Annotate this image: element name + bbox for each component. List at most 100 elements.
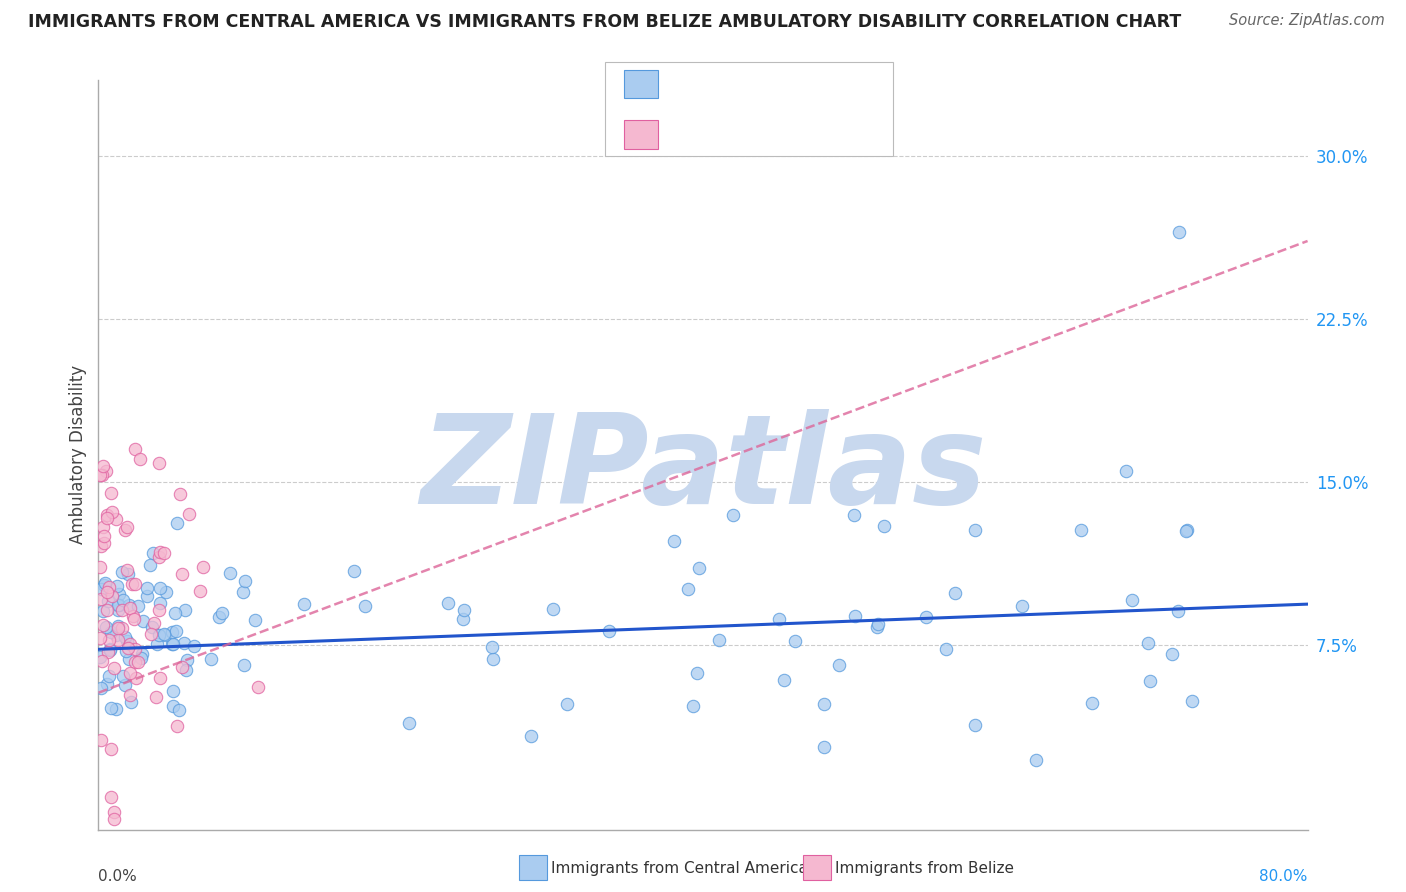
Point bbox=[247, 680, 270, 694]
Point bbox=[828, 657, 851, 672]
Point bbox=[153, 628, 176, 642]
Point bbox=[436, 596, 458, 610]
Point bbox=[107, 598, 129, 612]
Point bbox=[398, 715, 420, 730]
Point bbox=[117, 566, 139, 581]
Point bbox=[91, 459, 114, 474]
Text: 121: 121 bbox=[775, 75, 807, 93]
Point bbox=[111, 669, 134, 683]
Point bbox=[813, 739, 835, 754]
Point bbox=[873, 518, 896, 533]
Point bbox=[167, 702, 190, 716]
Point bbox=[114, 523, 136, 537]
Point bbox=[91, 468, 114, 483]
Point bbox=[120, 688, 142, 702]
Point bbox=[120, 695, 142, 709]
Point bbox=[166, 624, 188, 638]
Text: 0.140: 0.140 bbox=[693, 126, 741, 144]
Point bbox=[96, 585, 118, 599]
Point bbox=[94, 619, 117, 633]
Point bbox=[94, 464, 117, 478]
Point bbox=[688, 561, 710, 575]
Text: N =: N = bbox=[737, 126, 785, 144]
Point bbox=[343, 564, 366, 578]
Point bbox=[163, 606, 186, 620]
Point bbox=[773, 673, 796, 688]
Point bbox=[139, 627, 162, 641]
Point bbox=[160, 625, 183, 640]
Point bbox=[139, 558, 162, 572]
Point bbox=[105, 628, 128, 642]
Point bbox=[1181, 694, 1204, 708]
Point bbox=[211, 607, 233, 621]
Point bbox=[105, 512, 128, 526]
Point bbox=[1070, 523, 1092, 537]
Point bbox=[132, 614, 155, 628]
Point bbox=[96, 603, 118, 617]
Point bbox=[91, 618, 114, 632]
Point bbox=[111, 621, 134, 635]
Point bbox=[124, 655, 146, 669]
Point bbox=[115, 563, 138, 577]
Point bbox=[813, 697, 835, 711]
Point bbox=[145, 690, 167, 705]
Point bbox=[943, 586, 966, 600]
Point bbox=[190, 584, 212, 599]
Point bbox=[233, 657, 256, 672]
Point bbox=[148, 456, 170, 470]
Point bbox=[93, 578, 115, 592]
Point bbox=[354, 599, 377, 613]
Point bbox=[91, 654, 114, 668]
Point bbox=[111, 565, 134, 579]
Point bbox=[107, 632, 129, 647]
Point bbox=[96, 511, 118, 525]
Text: IMMIGRANTS FROM CENTRAL AMERICA VS IMMIGRANTS FROM BELIZE AMBULATORY DISABILITY : IMMIGRANTS FROM CENTRAL AMERICA VS IMMIG… bbox=[28, 13, 1181, 31]
Point bbox=[142, 546, 165, 560]
Point bbox=[98, 642, 121, 657]
Point bbox=[170, 659, 193, 673]
Point bbox=[768, 611, 790, 625]
Point bbox=[93, 529, 115, 543]
Point bbox=[174, 664, 197, 678]
Point bbox=[97, 645, 120, 659]
Point bbox=[844, 508, 866, 522]
Point bbox=[481, 651, 503, 665]
Point bbox=[149, 671, 172, 685]
Point bbox=[141, 620, 163, 634]
Point bbox=[162, 683, 184, 698]
Point bbox=[124, 642, 146, 657]
Point bbox=[662, 533, 685, 548]
Text: 69: 69 bbox=[775, 126, 796, 144]
Text: 80.0%: 80.0% bbox=[1260, 869, 1308, 884]
Point bbox=[122, 612, 145, 626]
Point bbox=[176, 653, 198, 667]
Point bbox=[173, 603, 195, 617]
Point bbox=[101, 590, 124, 604]
Point bbox=[127, 599, 149, 613]
Point bbox=[682, 698, 704, 713]
Point bbox=[124, 442, 146, 457]
Point bbox=[89, 468, 111, 483]
Point bbox=[89, 631, 111, 645]
Point bbox=[160, 637, 183, 651]
Point bbox=[100, 741, 122, 756]
Point bbox=[98, 642, 121, 657]
Point bbox=[1167, 604, 1189, 618]
Point bbox=[107, 587, 129, 601]
Point bbox=[219, 566, 242, 580]
Point bbox=[128, 451, 150, 466]
Point bbox=[1080, 696, 1102, 710]
Point bbox=[200, 652, 222, 666]
Point bbox=[118, 600, 141, 615]
Point bbox=[100, 789, 122, 804]
Point bbox=[90, 539, 112, 553]
Point bbox=[107, 603, 129, 617]
Point bbox=[98, 633, 121, 648]
Text: Immigrants from Central America: Immigrants from Central America bbox=[551, 862, 808, 876]
Point bbox=[148, 603, 170, 617]
Point bbox=[155, 585, 177, 599]
Point bbox=[93, 575, 115, 590]
Point bbox=[166, 718, 188, 732]
Point bbox=[125, 671, 148, 685]
Point bbox=[136, 589, 159, 603]
